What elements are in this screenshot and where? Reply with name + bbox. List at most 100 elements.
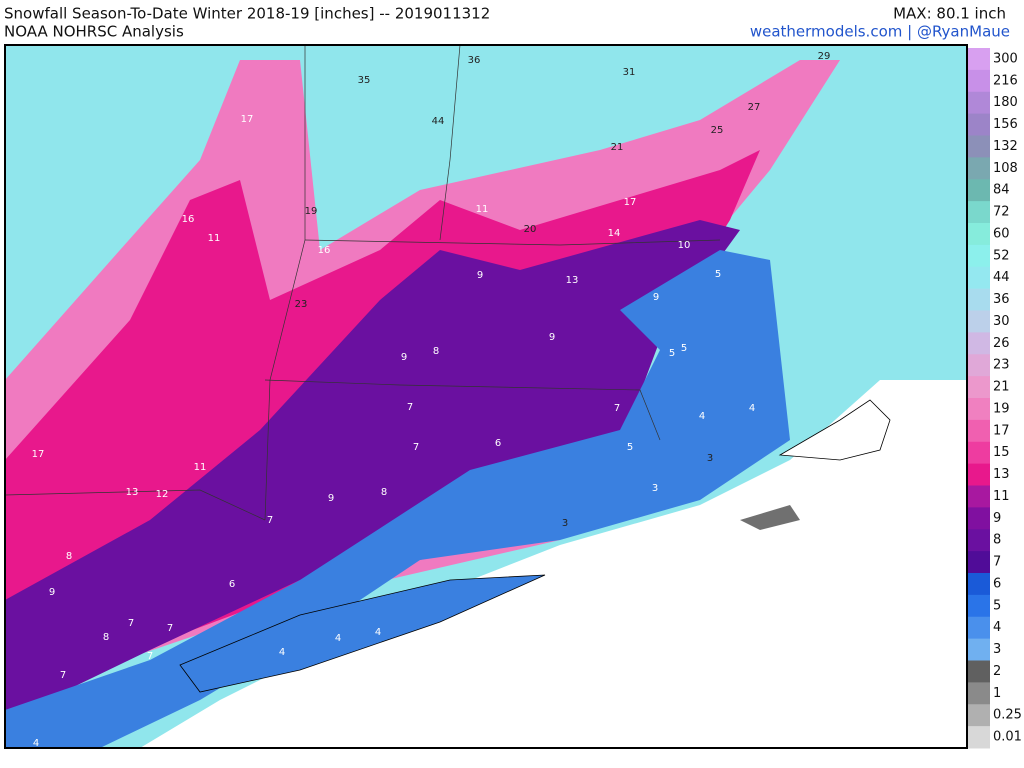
color-swatch: [968, 594, 990, 618]
map-value-label: 16: [318, 245, 331, 256]
map-value-label: 20: [524, 224, 537, 235]
map-value-label: 5: [669, 348, 675, 359]
color-label: 26: [993, 336, 1010, 351]
map-value-label: 5: [715, 269, 721, 280]
map-value-label: 4: [699, 411, 705, 422]
map-value-label: 5: [681, 343, 687, 354]
color-label: 72: [993, 205, 1010, 220]
map-value-label: 14: [608, 228, 621, 239]
color-swatch: [968, 441, 990, 465]
map-value-label: 7: [167, 623, 173, 634]
color-swatch: [968, 419, 990, 443]
map-value-label: 4: [335, 633, 341, 644]
color-swatch: [968, 288, 990, 311]
region-purple: [5, 220, 740, 720]
map-value-label: 7: [614, 403, 620, 414]
map-value-label: 9: [549, 332, 555, 343]
color-label: 300: [993, 51, 1018, 66]
map-value-label: 6: [229, 579, 235, 590]
color-label: 8: [993, 533, 1001, 548]
map-value-label: 12: [156, 489, 169, 500]
color-label: 60: [993, 226, 1010, 241]
map-value-label: 25: [711, 125, 724, 136]
color-swatch: [968, 376, 990, 399]
map-value-label: 11: [208, 233, 221, 244]
map-value-label: 3: [562, 518, 568, 529]
map-value-label: 7: [413, 442, 419, 453]
color-label: 13: [993, 467, 1010, 482]
source: NOAA NOHRSC Analysis: [4, 23, 184, 41]
map-value-label: 9: [49, 587, 55, 598]
color-label: 84: [993, 183, 1010, 198]
map-value-label: 8: [103, 632, 109, 643]
map-value-label: 5: [627, 442, 633, 453]
color-swatch: [968, 660, 990, 683]
map-value-label: 3: [652, 483, 658, 494]
map-value-label: 8: [66, 551, 72, 562]
map-value-label: 7: [407, 402, 413, 413]
color-swatch: [968, 157, 990, 180]
map-frame: [4, 44, 968, 749]
color-label: 36: [993, 292, 1010, 307]
map-value-label: 16: [182, 214, 195, 225]
color-label: 11: [993, 489, 1010, 504]
colorbar: 3002161801561321088472605244363026232119…: [968, 48, 1022, 749]
color-label: 3: [993, 642, 1001, 657]
color-swatch: [968, 48, 990, 71]
color-swatch: [968, 529, 990, 552]
map-value-label: 8: [433, 346, 439, 357]
color-label: 52: [993, 248, 1010, 263]
long-island: [179, 574, 546, 693]
map-value-label: 7: [128, 618, 134, 629]
map-value-label: 9: [653, 292, 659, 303]
color-swatch: [968, 201, 990, 224]
color-swatch: [968, 726, 990, 749]
color-swatch: [968, 398, 990, 421]
credit: weathermodels.com | @RyanMaue: [750, 23, 1010, 41]
color-swatch: [968, 551, 990, 574]
color-swatch: [968, 616, 990, 640]
color-swatch: [968, 704, 990, 727]
map-value-label: 3: [707, 453, 713, 464]
map-value-label: 17: [241, 114, 254, 125]
color-label: 21: [993, 380, 1010, 395]
color-swatch: [968, 113, 990, 136]
color-label: 19: [993, 401, 1010, 416]
color-label: 0.01: [993, 730, 1022, 745]
map-value-label: 35: [358, 75, 371, 86]
color-label: 17: [993, 423, 1010, 438]
borders: [5, 45, 721, 521]
color-label: 2: [993, 664, 1001, 679]
color-swatch: [968, 354, 990, 377]
map: [4, 44, 968, 749]
color-swatch: [968, 573, 990, 596]
color-label: 7: [993, 555, 1001, 570]
cape-cod: [778, 399, 891, 461]
color-label: 216: [993, 73, 1018, 88]
color-label: 9: [993, 511, 1001, 526]
color-label: 0.25: [993, 708, 1022, 723]
map-value-label: 17: [32, 449, 45, 460]
islands: [740, 505, 800, 530]
map-value-label: 13: [566, 275, 579, 286]
color-swatch: [968, 244, 990, 268]
map-value-label: 29: [818, 51, 831, 62]
color-swatch: [968, 463, 990, 486]
color-swatch: [968, 135, 990, 158]
map-value-label: 27: [748, 102, 761, 113]
color-label: 6: [993, 576, 1001, 591]
map-value-label: 4: [33, 738, 39, 749]
map-value-label: 9: [328, 493, 334, 504]
color-swatch: [968, 310, 990, 333]
map-value-label: 19: [305, 206, 318, 217]
region-blue: [5, 250, 790, 748]
map-value-label: 17: [624, 197, 637, 208]
color-swatch: [968, 638, 990, 661]
title: Snowfall Season-To-Date Winter 2018-19 […: [4, 5, 490, 23]
map-value-label: 13: [126, 487, 139, 498]
map-value-label: 36: [468, 55, 481, 66]
map-value-label: 21: [611, 142, 624, 153]
color-swatch: [968, 682, 990, 705]
